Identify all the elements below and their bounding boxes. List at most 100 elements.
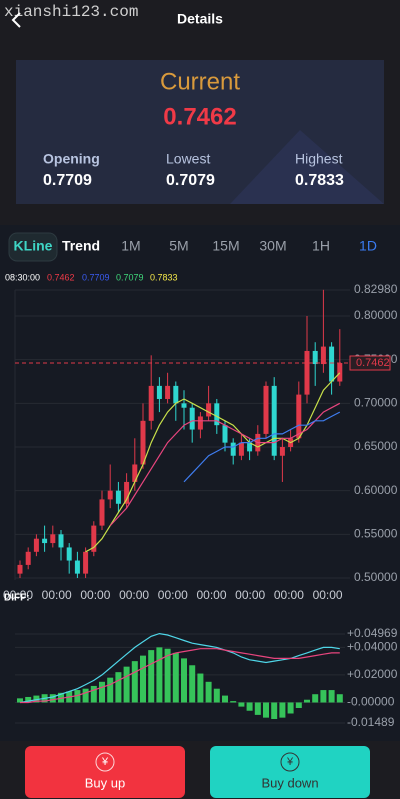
tab[interactable]: 30M	[259, 238, 286, 254]
macd-bar	[320, 690, 327, 703]
candle-body	[173, 385, 179, 404]
stat-value: 0.7079	[166, 172, 215, 189]
macd-bar	[230, 701, 237, 703]
y-tick-label: 0.65000	[354, 439, 398, 453]
macd-bar	[295, 702, 302, 708]
y-tick-label: +0.02000	[347, 667, 398, 681]
y-tick-label: -0.01489	[347, 715, 395, 729]
macd-bar	[312, 694, 319, 703]
candle-body	[247, 442, 253, 452]
macd-bar	[287, 702, 294, 714]
button-label: Buy up	[85, 775, 125, 790]
back-button[interactable]	[11, 12, 21, 28]
candle-body	[312, 350, 318, 365]
macd-bar	[49, 694, 56, 703]
candle-body	[181, 403, 187, 408]
y-tick-label: 0.55000	[354, 527, 398, 541]
y-tick-label: 0.70000	[354, 396, 398, 410]
current-value: 0.7462	[163, 103, 236, 130]
macd-bar	[148, 650, 155, 703]
candle-body	[42, 538, 48, 544]
candle-body	[189, 407, 195, 430]
macd-bar	[164, 648, 171, 703]
macd-bar	[189, 665, 196, 703]
x-tick-label: 00:00	[313, 588, 343, 602]
candle-body	[304, 350, 310, 395]
info-value: 0.7833	[150, 272, 178, 282]
candle-body	[329, 346, 335, 382]
candle-body	[214, 403, 220, 426]
macd-bar	[222, 695, 228, 703]
tab[interactable]: 5M	[169, 238, 188, 254]
macd-bar	[172, 652, 179, 703]
candle-body	[99, 499, 105, 526]
candle-body	[91, 525, 97, 552]
candle-body	[279, 447, 285, 456]
stat-value: 0.7709	[43, 172, 92, 189]
candle-body	[263, 385, 269, 434]
y-tick-label: -0.00000	[347, 695, 395, 709]
macd-bar	[74, 690, 81, 703]
macd-bar	[254, 702, 261, 715]
tab[interactable]: 15M	[212, 238, 239, 254]
macd-bar	[263, 702, 269, 718]
macd-bar	[328, 690, 335, 703]
candle-body	[83, 551, 89, 574]
macd-bar	[123, 666, 130, 703]
macd-bar	[197, 673, 204, 703]
y-tick-label: +0.04969	[347, 626, 398, 640]
macd-bar	[238, 702, 245, 707]
current-label: Current	[160, 68, 240, 95]
ma-line	[109, 402, 341, 527]
macd-bar	[271, 702, 278, 720]
macd-bar	[99, 681, 105, 703]
y-tick-label: 0.80000	[354, 308, 398, 322]
card-decoration	[230, 130, 384, 204]
tab[interactable]: 1D	[359, 238, 377, 254]
y-tick-label: 0.60000	[354, 483, 398, 497]
candle-body	[156, 385, 162, 399]
y-tick-label: 0.50000	[354, 570, 398, 584]
macd-bar	[156, 647, 163, 703]
candle-body	[115, 490, 121, 504]
macd-bar	[131, 661, 138, 703]
candle-body	[148, 385, 154, 421]
stat-label: Highest	[295, 151, 343, 167]
button-label: Buy down	[261, 775, 318, 790]
macd-line	[19, 632, 340, 704]
tab[interactable]: KLine	[14, 238, 53, 254]
ma-line	[85, 372, 341, 553]
macd-bar	[140, 655, 146, 703]
tab[interactable]: Trend	[62, 238, 100, 254]
candle-body	[132, 464, 138, 482]
candle-body	[74, 560, 80, 574]
y-tick-label: 0.82980	[354, 282, 398, 296]
tab[interactable]: 1M	[121, 238, 140, 254]
macd-bar	[58, 692, 64, 703]
tab-active-box	[8, 232, 58, 262]
candle-body	[238, 442, 244, 456]
button-icon	[95, 752, 115, 772]
x-tick-label: 00:00	[196, 588, 226, 602]
macd-bar	[17, 698, 23, 703]
stat-label: Lowest	[166, 151, 210, 167]
candle-body	[230, 442, 236, 456]
ma-line	[183, 411, 341, 483]
macd-bar	[246, 702, 253, 711]
buy-up-button[interactable]	[25, 746, 185, 798]
candle-body	[107, 490, 113, 500]
candle-body	[66, 547, 72, 561]
macd-bar	[181, 658, 187, 703]
candle-body	[17, 564, 23, 574]
macd-bar	[82, 688, 89, 703]
candle-body	[320, 346, 326, 365]
x-tick-label: 00:00	[3, 588, 33, 602]
button-icon-text: ¥	[286, 756, 294, 768]
macd-bar	[115, 672, 122, 703]
info-value: 0.7462	[47, 272, 75, 282]
info-value: 0.7079	[116, 272, 144, 282]
candle-body	[50, 534, 56, 544]
buy-down-button[interactable]	[210, 746, 370, 798]
tab[interactable]: 1H	[312, 238, 330, 254]
